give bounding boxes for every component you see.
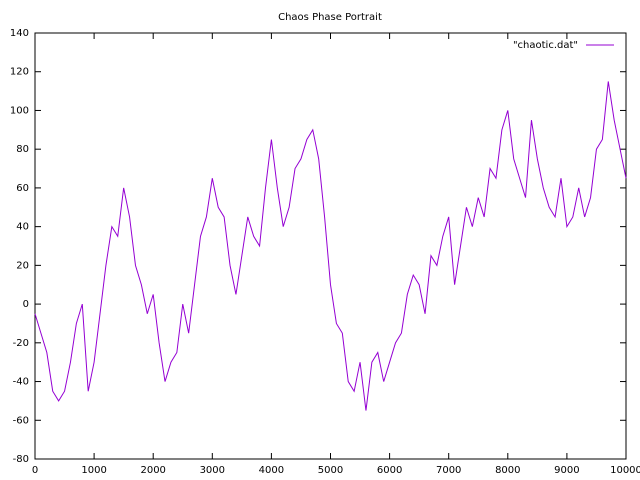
y-tick-label: -60: [13, 415, 29, 426]
x-tick-label: 10000: [610, 465, 640, 476]
y-tick-label: 60: [16, 183, 29, 194]
x-tick-label: 7000: [436, 465, 461, 476]
y-tick-label: 140: [10, 28, 29, 39]
legend-label: "chaotic.dat": [513, 40, 578, 51]
y-tick-label: -80: [13, 454, 29, 465]
x-tick-label: 5000: [318, 465, 343, 476]
chart-title: Chaos Phase Portrait: [278, 12, 382, 23]
x-tick-label: 9000: [554, 465, 579, 476]
y-tick-label: -20: [13, 338, 29, 349]
y-tick-label: 20: [16, 260, 29, 271]
x-tick-label: 2000: [140, 465, 165, 476]
y-tick-label: 120: [10, 67, 29, 78]
data-line: [34, 81, 627, 411]
y-tick-label: 100: [10, 105, 29, 116]
x-tick-label: 0: [32, 465, 38, 476]
x-tick-label: 8000: [495, 465, 520, 476]
y-tick-label: 40: [16, 222, 29, 233]
y-tick-label: 0: [23, 299, 29, 310]
plot-border: [34, 32, 627, 460]
y-tick-label: 80: [16, 144, 29, 155]
x-tick-label: 3000: [200, 465, 225, 476]
x-tick-label: 4000: [259, 465, 284, 476]
x-tick-label: 6000: [377, 465, 402, 476]
y-tick-label: -40: [13, 377, 29, 388]
x-tick-label: 1000: [81, 465, 106, 476]
